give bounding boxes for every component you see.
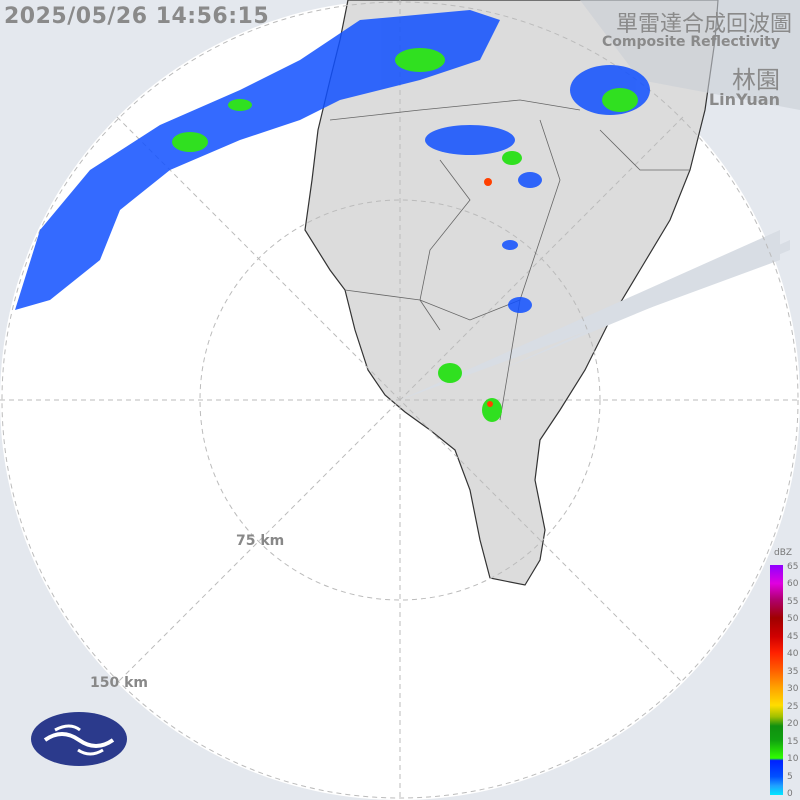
legend-color-bar	[770, 565, 783, 795]
land-taiwan	[304, 0, 719, 586]
legend-tick: 25	[787, 702, 799, 712]
legend-tick: 10	[787, 754, 799, 764]
station-name-english: LinYuan	[708, 90, 780, 109]
range-label-150km: 150 km	[90, 675, 148, 691]
beam-blockage	[400, 230, 780, 400]
legend-tick: 55	[787, 597, 799, 607]
legend-tick: 60	[787, 579, 799, 589]
legend-tick: 45	[787, 632, 799, 642]
dbz-legend: dBZ 65 60 55 50 45 40 35 30 25 20 15 10 …	[768, 548, 800, 800]
legend-tick: 65	[787, 562, 799, 572]
shadow-sector	[580, 0, 800, 110]
title-chinese: 單雷達合成回波圖	[615, 12, 792, 37]
legend-tick: 0	[787, 789, 793, 799]
beam-blockage	[500, 240, 790, 370]
legend-tick: 20	[787, 719, 799, 729]
legend-tick: 50	[787, 614, 799, 624]
legend-tick: 30	[787, 684, 799, 694]
echo-strong	[484, 178, 493, 407]
station-name-chinese: 林園	[732, 66, 780, 94]
legend-tick: 40	[787, 649, 799, 659]
county-borders	[329, 99, 690, 421]
legend-unit: dBZ	[774, 548, 793, 558]
title-english: Composite Reflectivity	[602, 34, 780, 50]
legend-tick: 5	[787, 772, 793, 782]
timestamp: 2025/05/26 14:56:15	[4, 4, 270, 29]
range-label-75km: 75 km	[236, 533, 285, 549]
legend-tick: 35	[787, 667, 799, 677]
legend-tick: 15	[787, 737, 799, 747]
cwa-logo	[31, 712, 127, 766]
